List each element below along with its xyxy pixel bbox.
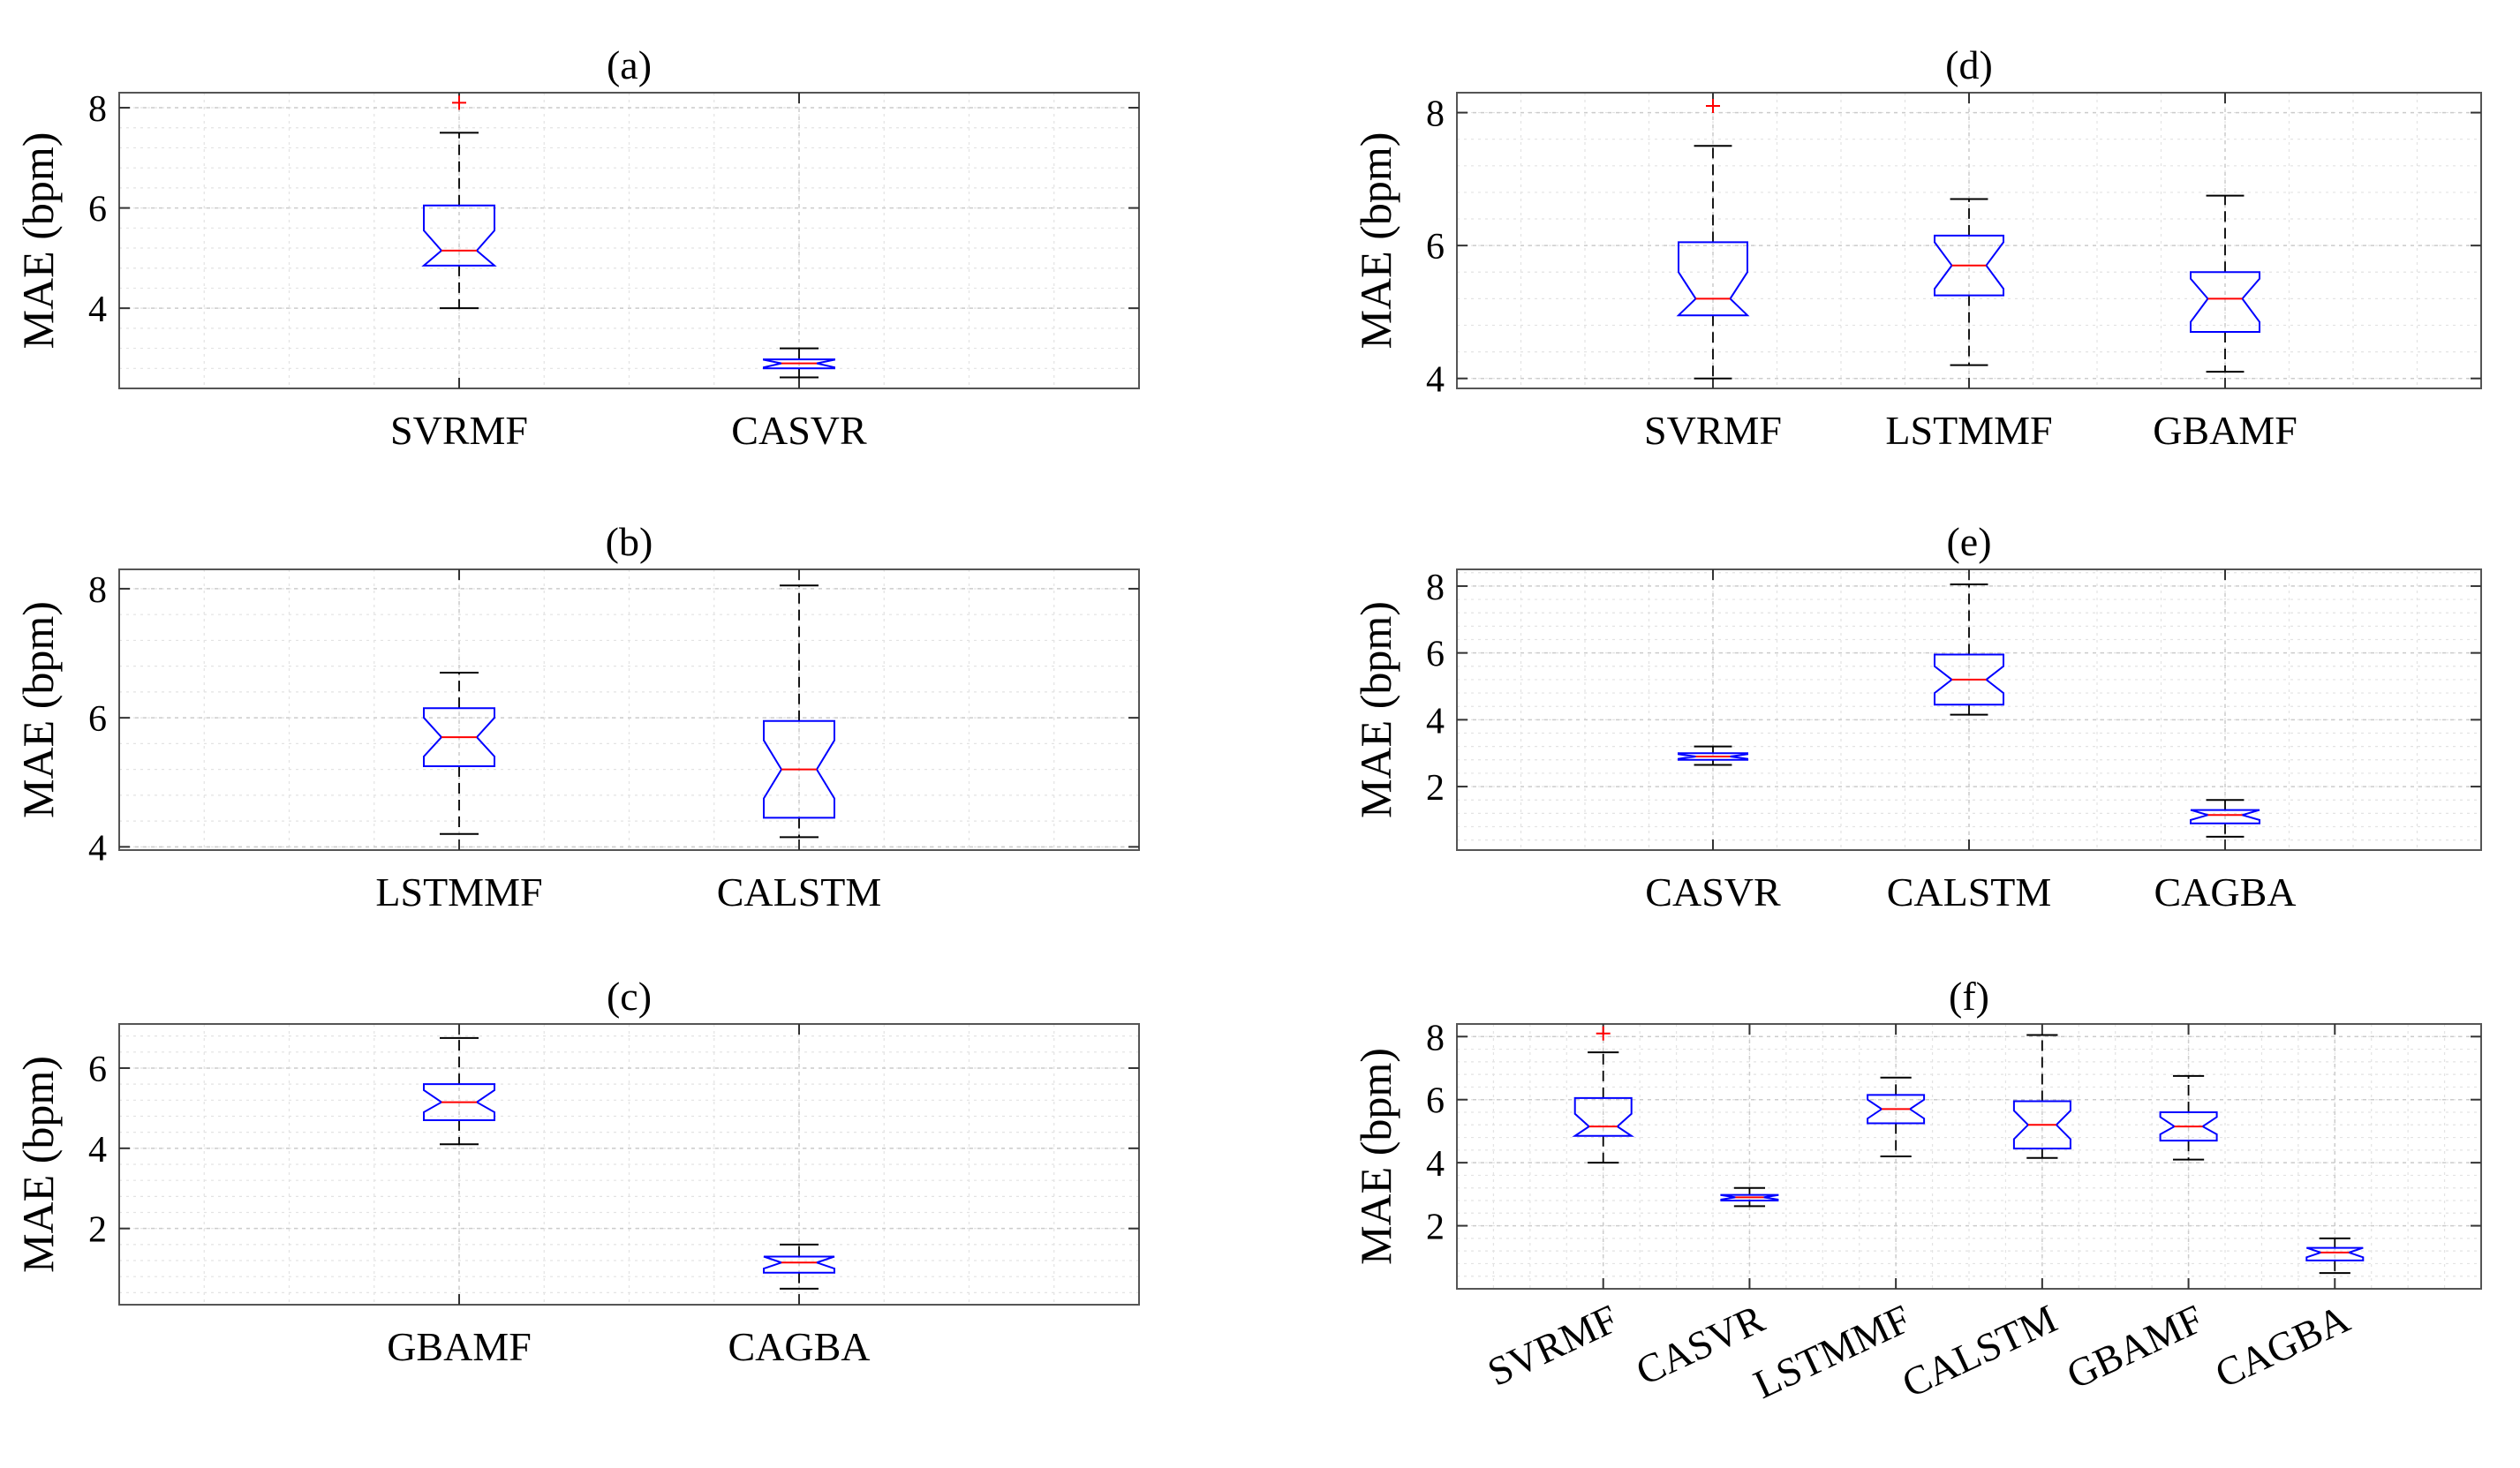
box-calstm bbox=[1934, 583, 2004, 716]
box-body bbox=[2159, 1111, 2218, 1142]
x-category-label: LSTMMF bbox=[1885, 408, 2052, 453]
y-tick-label: 4 bbox=[1426, 701, 1445, 742]
y-tick-label: 4 bbox=[88, 290, 107, 330]
panel-title: (d) bbox=[1945, 42, 1993, 87]
outlier-marker bbox=[1706, 99, 1720, 114]
box-body bbox=[2190, 271, 2260, 333]
box-body bbox=[2305, 1246, 2365, 1261]
axes-frame bbox=[118, 92, 1140, 389]
x-category-label: CASVR bbox=[731, 408, 867, 453]
box-body bbox=[423, 1083, 495, 1121]
panel-title: (f) bbox=[1949, 974, 1989, 1019]
box-body bbox=[1934, 234, 2004, 297]
y-tick-label: 6 bbox=[1426, 635, 1445, 675]
box-body bbox=[1867, 1094, 1926, 1125]
x-category-label: CALSTM bbox=[1887, 870, 2052, 915]
box-gbamf bbox=[423, 1036, 495, 1146]
y-tick-label: 2 bbox=[88, 1210, 107, 1251]
axes-frame bbox=[118, 568, 1140, 851]
box-body bbox=[421, 204, 497, 267]
y-tick-label: 6 bbox=[88, 699, 107, 740]
axes-frame bbox=[118, 1023, 1140, 1306]
y-tick-label: 8 bbox=[1426, 94, 1445, 135]
x-category-label: CALSTM bbox=[717, 870, 882, 915]
box-lstmmf bbox=[1934, 198, 2004, 366]
box-svrmf bbox=[421, 95, 497, 310]
x-category-label: GBAMF bbox=[387, 1324, 532, 1369]
box-body bbox=[763, 358, 835, 370]
y-axis-label: MAE (bpm) bbox=[1351, 601, 1400, 818]
box-cagba bbox=[763, 1243, 835, 1290]
panel-title: (e) bbox=[1946, 519, 1991, 564]
y-axis-label: MAE (bpm) bbox=[1351, 132, 1400, 350]
y-axis-label: MAE (bpm) bbox=[1351, 1048, 1400, 1265]
box-body bbox=[1934, 653, 2004, 706]
box-body bbox=[1572, 1096, 1634, 1137]
box-body bbox=[763, 719, 835, 819]
box-lstmmf bbox=[423, 671, 495, 835]
y-tick-label: 8 bbox=[1426, 1018, 1445, 1058]
y-tick-label: 6 bbox=[88, 1050, 107, 1090]
x-category-label: SVRMF bbox=[390, 408, 528, 453]
box-body bbox=[2012, 1100, 2071, 1150]
x-category-label: GBAMF bbox=[2153, 408, 2297, 453]
panel-e: 2 4 6 8 (e) MAE (bpm) CASVR CALSTM CAGBA bbox=[1351, 519, 2482, 915]
y-tick-label: 8 bbox=[88, 89, 107, 130]
y-tick-label: 6 bbox=[1426, 227, 1445, 267]
y-tick-label: 8 bbox=[1426, 568, 1445, 608]
x-category-label: CAGBA bbox=[728, 1324, 870, 1369]
y-axis-label: MAE (bpm) bbox=[13, 132, 63, 350]
y-tick-label: 2 bbox=[1426, 1208, 1445, 1248]
y-axis-label: MAE (bpm) bbox=[13, 1056, 63, 1273]
box-body bbox=[423, 707, 495, 767]
box-body bbox=[1676, 241, 1750, 317]
outlier-marker bbox=[452, 95, 466, 110]
x-category-label: CASVR bbox=[1645, 870, 1781, 915]
panel-title: (c) bbox=[607, 974, 652, 1019]
y-tick-label: 6 bbox=[1426, 1081, 1445, 1122]
y-tick-label: 6 bbox=[88, 190, 107, 230]
y-tick-label: 8 bbox=[88, 570, 107, 611]
y-tick-label: 4 bbox=[88, 1130, 107, 1171]
axes-frame bbox=[1456, 1023, 2482, 1290]
panel-b: 4 6 8 (b) MAE (bpm) LSTMMF CALSTM bbox=[13, 519, 1140, 915]
x-category-label: CAGBA bbox=[2154, 870, 2296, 915]
box-body bbox=[763, 1255, 835, 1274]
box-body bbox=[2190, 809, 2260, 824]
panel-title: (b) bbox=[606, 519, 653, 564]
box-casvr bbox=[1678, 745, 1748, 766]
box-body bbox=[1678, 752, 1748, 761]
y-tick-label: 4 bbox=[88, 828, 107, 869]
box-lstmmf bbox=[1867, 1076, 1926, 1157]
x-category-label: SVRMF bbox=[1644, 408, 1782, 453]
panel-title: (a) bbox=[607, 42, 652, 87]
box-casvr bbox=[1720, 1186, 1779, 1208]
box-cagba bbox=[2305, 1237, 2365, 1275]
box-cagba bbox=[2190, 799, 2260, 838]
x-category-label: LSTMMF bbox=[375, 870, 542, 915]
y-axis-label: MAE (bpm) bbox=[13, 601, 63, 818]
box-calstm bbox=[763, 584, 835, 839]
box-calstm bbox=[2012, 1034, 2071, 1159]
box-casvr bbox=[763, 347, 835, 379]
box-gbamf bbox=[2159, 1074, 2218, 1161]
y-tick-label: 4 bbox=[1426, 1144, 1445, 1185]
box-svrmf bbox=[1676, 99, 1750, 380]
panel-d: 4 6 8 (d) MAE (bpm) SVRMF LSTMMF GBAMF bbox=[1351, 42, 2482, 453]
panel-c: 2 4 6 (c) MAE (bpm) GBAMF CAGBA bbox=[13, 974, 1140, 1369]
box-gbamf bbox=[2190, 194, 2260, 373]
y-tick-label: 2 bbox=[1426, 768, 1445, 809]
y-tick-label: 4 bbox=[1426, 360, 1445, 401]
box-body bbox=[1720, 1193, 1779, 1201]
box-svrmf bbox=[1572, 1026, 1634, 1164]
outlier-marker bbox=[1596, 1026, 1611, 1041]
panel-a: 4 6 8 (a) MAE (bpm) SVRMF CASVR bbox=[13, 42, 1140, 453]
